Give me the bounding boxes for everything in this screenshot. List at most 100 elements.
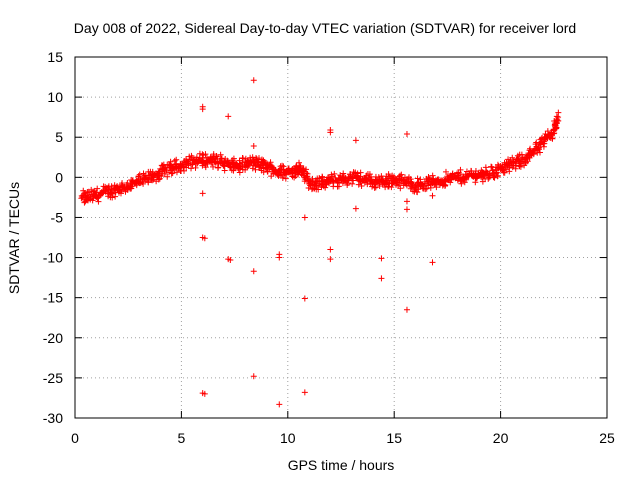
- data-point: [396, 180, 403, 187]
- outlier-point: [276, 401, 283, 408]
- x-tick-label: 25: [599, 430, 615, 446]
- outlier-point: [199, 106, 206, 113]
- data-point: [109, 194, 116, 201]
- axis-ticks: 0 5 10 15 20 25 -30 -25 -20 -15 -10 -5 0 5 10 15: [43, 49, 615, 446]
- outlier-point: [227, 256, 234, 263]
- x-axis-label: GPS time / hours: [288, 457, 395, 473]
- outlier-point: [225, 113, 232, 120]
- data-point: [382, 184, 389, 191]
- x-tick-label: 15: [386, 430, 402, 446]
- data-point: [472, 167, 479, 174]
- data-point: [491, 174, 498, 181]
- data-point: [202, 164, 209, 171]
- outlier-point: [301, 214, 308, 221]
- data-point: [204, 161, 211, 168]
- data-point: [536, 146, 543, 153]
- x-tick-label: 5: [178, 430, 186, 446]
- data-point: [388, 184, 395, 191]
- data-point: [494, 172, 501, 179]
- outlier-point: [403, 198, 410, 205]
- outlier-point: [301, 389, 308, 396]
- data-point: [423, 185, 430, 192]
- data-point: [407, 176, 414, 183]
- y-tick-label: -5: [51, 209, 64, 225]
- data-point: [358, 183, 365, 190]
- outlier-point: [199, 190, 206, 197]
- data-point: [366, 171, 373, 178]
- data-point: [291, 170, 298, 177]
- data-point: [331, 170, 338, 177]
- outlier-point: [327, 256, 334, 263]
- y-tick-label: -15: [43, 290, 63, 306]
- grid: [75, 57, 607, 418]
- outlier-point: [352, 205, 359, 212]
- data-point: [93, 189, 100, 196]
- data-point: [549, 135, 556, 142]
- data-point: [127, 183, 134, 190]
- data-point: [230, 155, 237, 162]
- plot-frame: [74, 56, 608, 419]
- data-point: [213, 153, 220, 160]
- data-point: [169, 170, 176, 177]
- outlier-point: [403, 131, 410, 138]
- data-point: [202, 151, 209, 158]
- x-tick-label: 0: [71, 430, 79, 446]
- data-point: [535, 144, 542, 151]
- data-point: [155, 176, 162, 183]
- data-point: [349, 180, 356, 187]
- data-points: [78, 77, 562, 408]
- y-tick-label: 0: [55, 169, 63, 185]
- outlier-point: [201, 390, 208, 397]
- data-point: [344, 180, 351, 187]
- data-point: [414, 189, 421, 196]
- outlier-point: [403, 306, 410, 313]
- y-axis-label: SDTVAR / TECUs: [6, 182, 22, 294]
- x-tick-label: 10: [280, 430, 296, 446]
- data-point: [210, 163, 217, 170]
- data-point: [518, 151, 525, 158]
- y-tick-label: -25: [43, 370, 63, 386]
- outlier-point: [301, 295, 308, 302]
- data-point: [217, 151, 224, 158]
- outlier-point: [327, 129, 334, 136]
- data-point: [436, 182, 443, 189]
- x-tick-label: 20: [493, 430, 509, 446]
- outlier-point: [201, 235, 208, 242]
- outlier-point: [403, 206, 410, 213]
- data-point: [555, 114, 562, 121]
- data-point: [376, 180, 383, 187]
- outlier-point: [276, 254, 283, 261]
- data-point: [534, 145, 541, 152]
- outlier-point: [250, 77, 257, 84]
- data-point: [433, 184, 440, 191]
- data-point: [536, 149, 543, 156]
- data-point: [376, 183, 383, 190]
- data-point: [483, 168, 490, 175]
- data-point: [296, 159, 303, 166]
- data-point: [164, 173, 171, 180]
- data-point: [303, 173, 310, 180]
- data-point: [279, 175, 286, 182]
- outlier-point: [250, 268, 257, 275]
- data-point: [225, 158, 232, 165]
- data-point: [422, 186, 429, 193]
- data-point: [550, 130, 557, 137]
- data-point: [442, 168, 449, 175]
- data-point: [112, 193, 119, 200]
- outlier-point: [429, 192, 436, 199]
- data-point: [315, 186, 322, 193]
- data-point: [155, 169, 162, 176]
- y-tick-label: -20: [43, 330, 63, 346]
- y-tick-label: -10: [43, 250, 63, 266]
- outlier-point: [378, 275, 385, 282]
- outlier-point: [250, 143, 257, 150]
- data-point: [173, 169, 180, 176]
- data-point: [501, 169, 508, 176]
- data-point: [527, 145, 534, 152]
- data-point: [297, 163, 304, 170]
- data-point: [524, 158, 531, 165]
- data-point: [503, 166, 510, 173]
- outlier-point: [352, 137, 359, 144]
- y-tick-label: 15: [47, 49, 63, 65]
